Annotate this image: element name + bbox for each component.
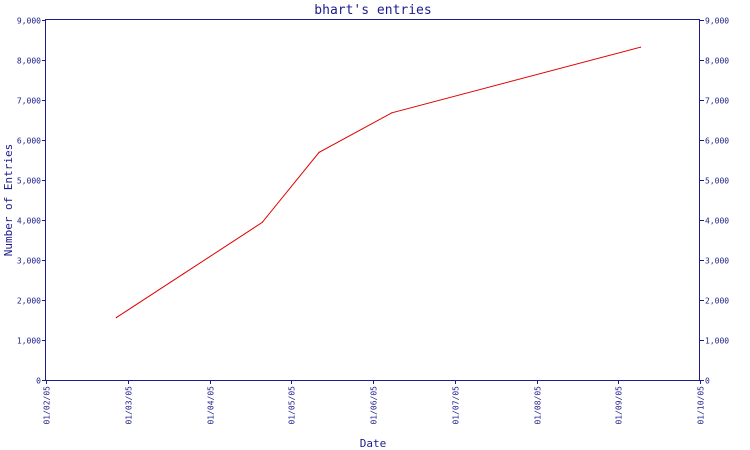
x-axis: 01/02/05 01/03/05 01/04/05 01/05/05 01/06/05…: [43, 380, 706, 425]
chart-title: bhart's entries: [314, 3, 431, 18]
x-axis-label: Date: [360, 437, 387, 450]
x-tick-label: 01/10/05: [697, 386, 706, 425]
y-tick-label-left: 8,000: [17, 57, 41, 66]
data-point: [261, 221, 263, 223]
y-tick-label-right: 5,000: [705, 177, 729, 186]
y-axis-left: 0 1,000 2,000 3,000 4,000 5,000 6,000 7,000 8,00…: [17, 17, 46, 386]
x-tick-label: 01/07/05: [452, 386, 461, 425]
y-tick-label-right: 9,000: [705, 17, 729, 26]
data-point: [115, 317, 117, 319]
series-layer: [115, 46, 642, 319]
series-line: [116, 46, 641, 319]
y-axis-right: 0 1,000 2,000 3,000 4,000 5,000 6,000 7,000 8,00…: [700, 17, 729, 386]
x-tick-label: 01/06/05: [370, 386, 379, 425]
y-tick-label-right: 6,000: [705, 137, 729, 146]
y-tick-label-left: 5,000: [17, 177, 41, 186]
x-tick-label: 01/04/05: [207, 386, 216, 425]
x-tick-label: 01/09/05: [615, 386, 624, 425]
y-tick-label-right: 1,000: [705, 337, 729, 346]
y-tick-label-right: 7,000: [705, 97, 729, 106]
y-tick-label-left: 6,000: [17, 137, 41, 146]
data-point: [318, 151, 320, 153]
data-point: [639, 46, 642, 48]
y-tick-label-right: 2,000: [705, 297, 729, 306]
y-tick-label-left: 3,000: [17, 257, 41, 266]
data-point: [391, 112, 393, 114]
x-tick-label: 01/08/05: [534, 386, 543, 425]
y-tick-label-left: 0: [36, 377, 41, 386]
y-tick-label-left: 9,000: [17, 17, 41, 26]
x-tick-label: 01/05/05: [288, 386, 297, 425]
plot-frame: [45, 19, 700, 381]
y-tick-label-left: 4,000: [17, 217, 41, 226]
y-tick-label-left: 7,000: [17, 97, 41, 106]
y-tick-label-left: 1,000: [17, 337, 41, 346]
y-tick-label-right: 8,000: [705, 57, 729, 66]
x-tick-label: 01/03/05: [125, 386, 134, 425]
x-tick-label: 01/02/05: [43, 386, 52, 425]
data-point: [183, 273, 185, 275]
y-tick-label-left: 2,000: [17, 297, 41, 306]
y-tick-label-right: 3,000: [705, 257, 729, 266]
y-tick-label-right: 0: [705, 377, 710, 386]
y-tick-label-right: 4,000: [705, 217, 729, 226]
y-axis-label: Number of Entries: [2, 144, 15, 257]
